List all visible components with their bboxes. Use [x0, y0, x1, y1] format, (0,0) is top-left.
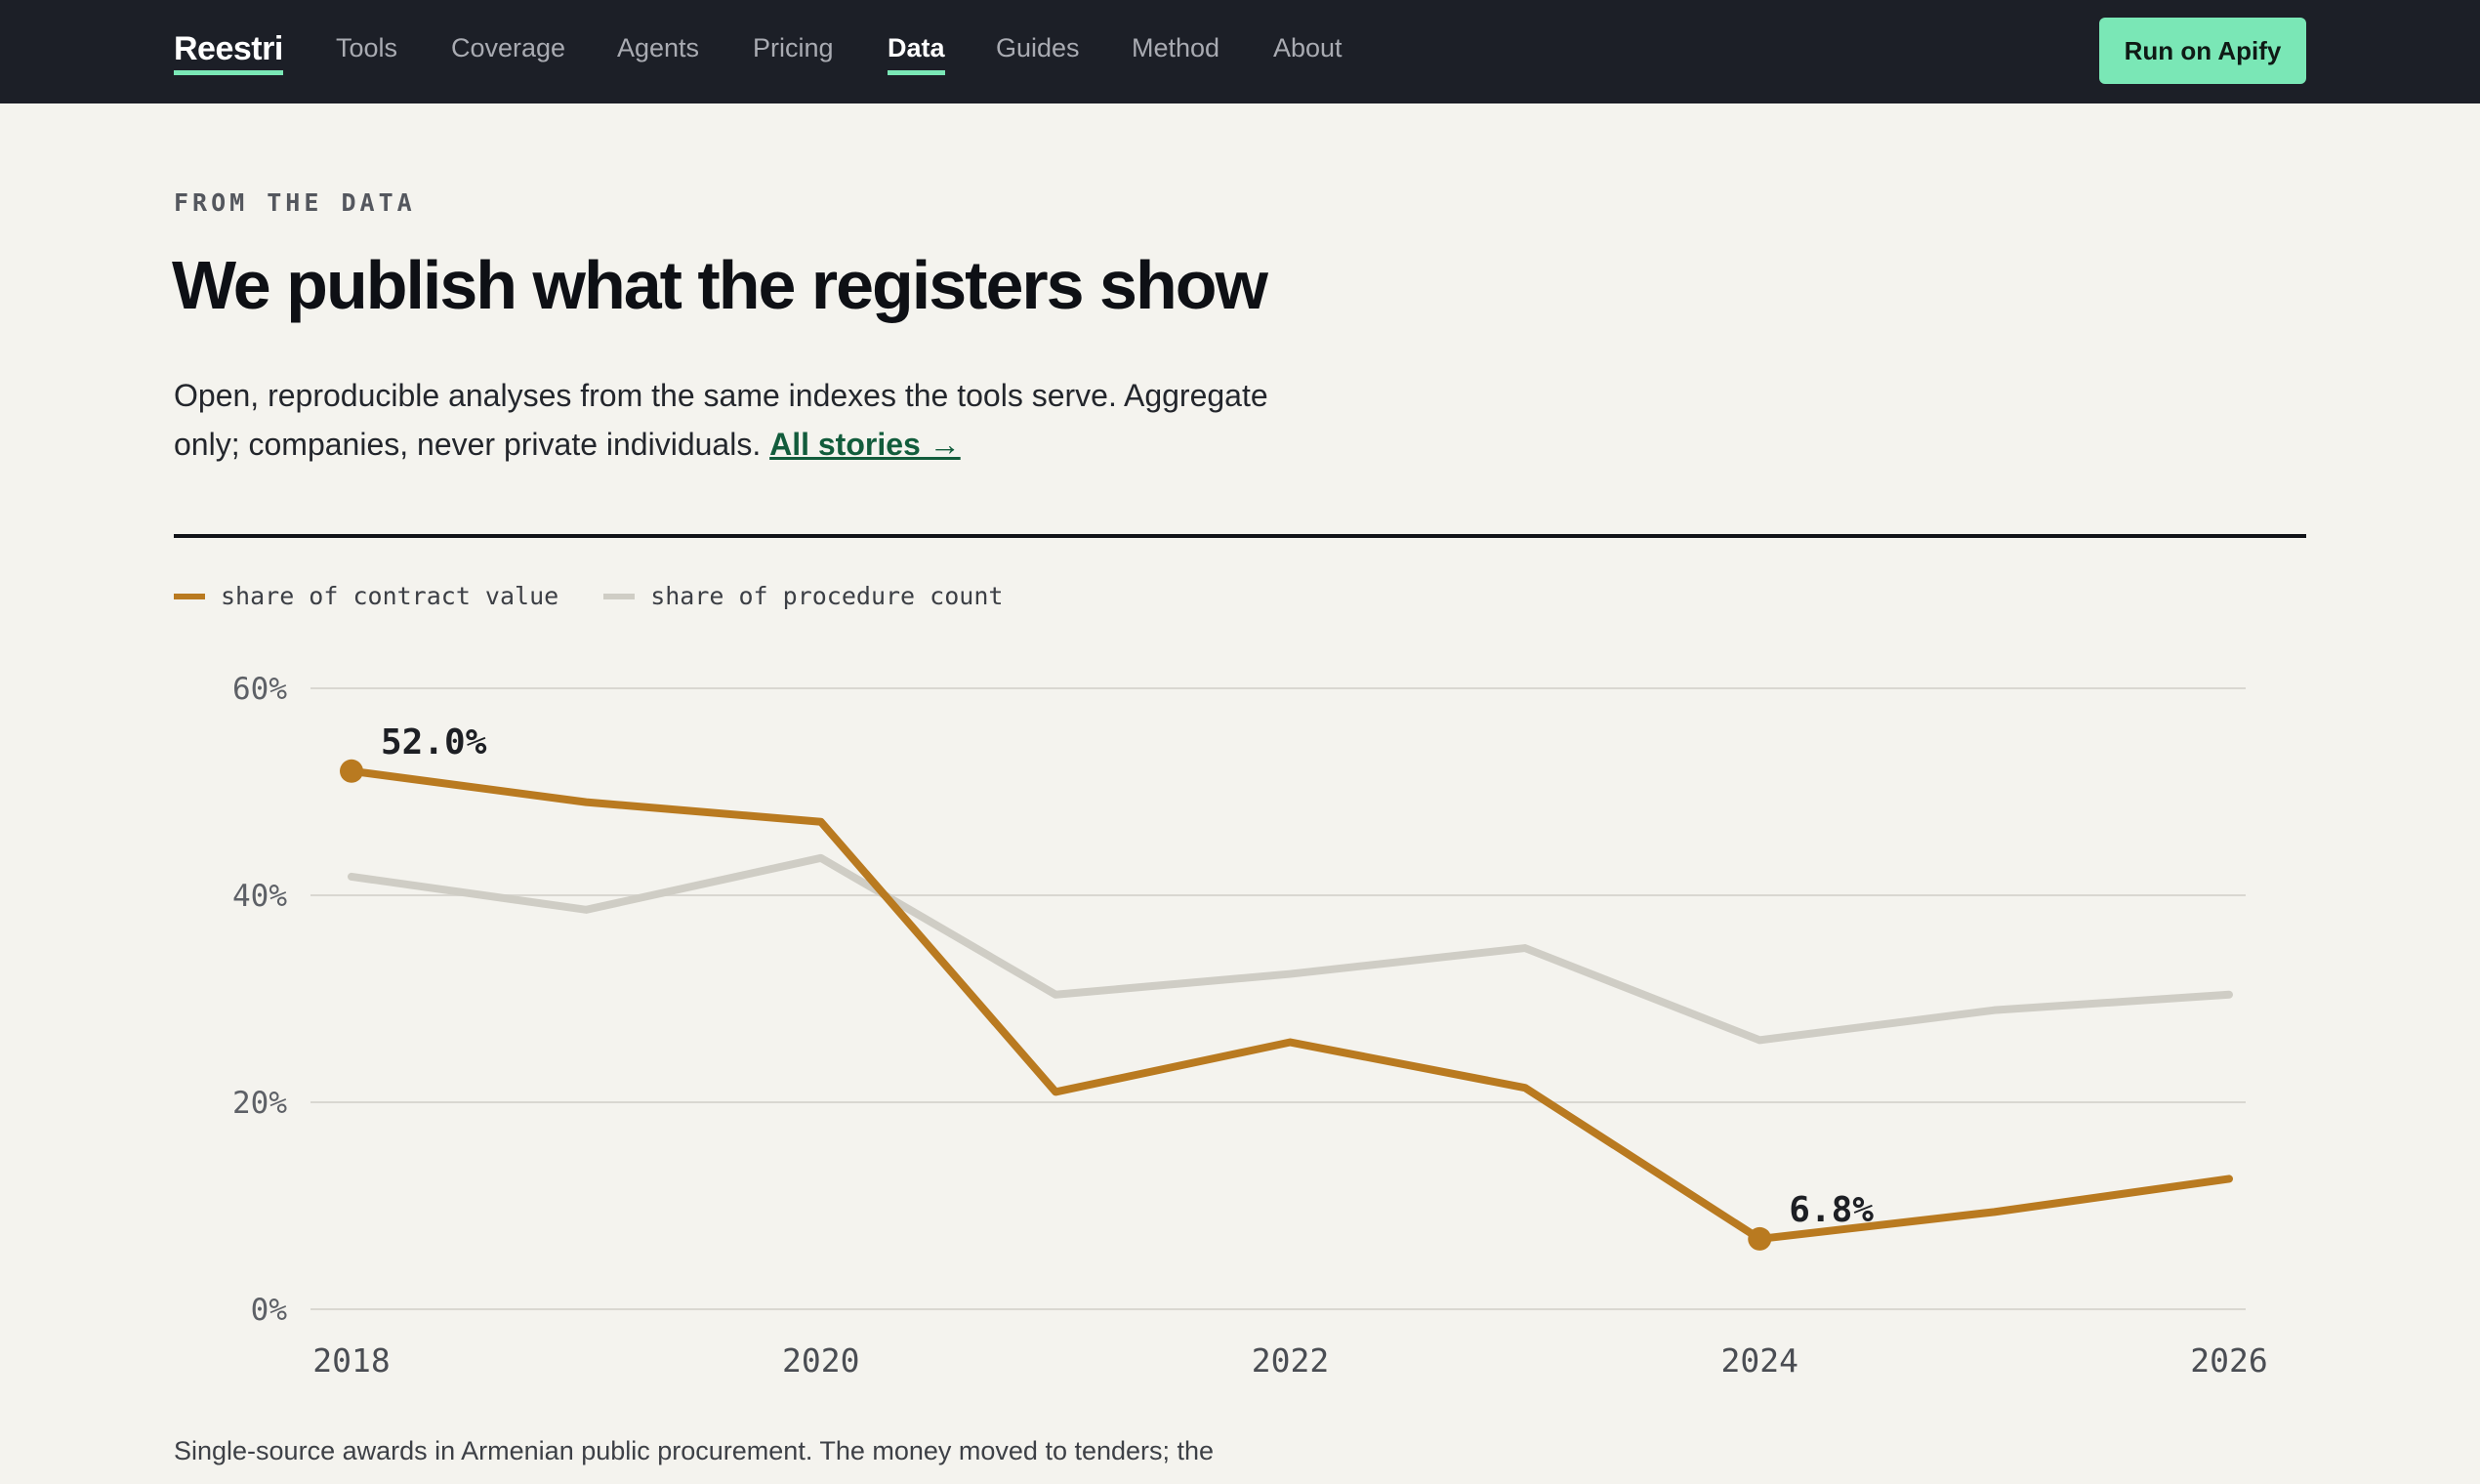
chart-caption: Single-source awards in Armenian public … [174, 1436, 1215, 1465]
intro-paragraph: Open, reproducible analyses from the sam… [174, 371, 1326, 469]
x-tick-label: 2020 [782, 1341, 859, 1380]
nav-link-pricing[interactable]: Pricing [753, 33, 834, 62]
y-tick-label: 40% [232, 879, 287, 914]
legend-swatch-procedure-count [603, 593, 636, 599]
x-tick-label: 2022 [1252, 1341, 1329, 1380]
nav-link-method[interactable]: Method [1132, 33, 1220, 62]
line-chart: 0% 20% 40% 60% 2018 2020 2022 2024 2026 52.0% 6.8% [232, 672, 2268, 1380]
nav-link-guides[interactable]: Guides [996, 33, 1080, 62]
brand-logo[interactable]: Reestri [174, 30, 283, 75]
legend-item-procedure-count: share of procedure count [603, 582, 1003, 610]
x-tick-label: 2018 [312, 1341, 390, 1380]
y-tick-label: 0% [251, 1293, 288, 1328]
intro-text: Open, reproducible analyses from the sam… [174, 378, 1268, 462]
x-tick-label: 2024 [1721, 1341, 1798, 1380]
y-tick-label: 20% [232, 1086, 287, 1121]
legend-label-procedure-count: share of procedure count [650, 582, 1004, 610]
legend-label-contract-value: share of contract value [221, 582, 559, 610]
nav-link-agents[interactable]: Agents [617, 33, 700, 62]
series-line-contract-value [348, 766, 2233, 1243]
nav-link-about[interactable]: About [1273, 33, 1343, 62]
chart-legend: share of contract value share of procedu… [174, 582, 1048, 610]
page-title: We publish what the registers show [172, 247, 1268, 323]
all-stories-link[interactable]: All stories → [769, 427, 961, 462]
highlight-point [340, 759, 363, 783]
section-eyebrow: FROM THE DATA [174, 188, 416, 217]
nav-link-coverage[interactable]: Coverage [451, 33, 566, 62]
section-divider [174, 534, 2306, 538]
data-label: 6.8% [1789, 1190, 1874, 1230]
highlight-point [1748, 1226, 1772, 1251]
nav-link-data[interactable]: Data [888, 31, 945, 75]
legend-swatch-contract-value [174, 593, 205, 599]
legend-item-contract-value: share of contract value [174, 582, 558, 610]
nav-link-tools[interactable]: Tools [336, 33, 398, 62]
x-tick-label: 2026 [2190, 1341, 2267, 1380]
run-on-apify-button[interactable]: Run on Apify [2099, 18, 2306, 84]
y-tick-label: 60% [232, 672, 287, 707]
series-line-procedure-count [348, 853, 2233, 1045]
data-label: 52.0% [381, 722, 487, 763]
top-navigation-bar: Reestri Tools Coverage Agents Pricing Data Gu… [0, 0, 2480, 103]
